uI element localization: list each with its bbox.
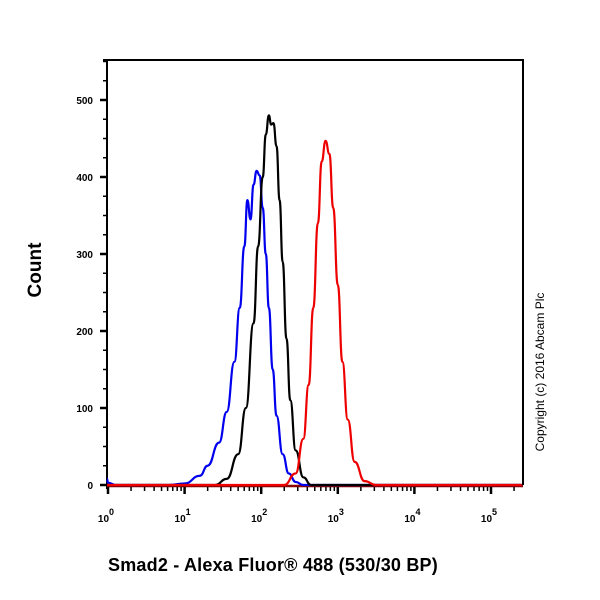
x-tick-label: 104 (404, 507, 420, 525)
x-tick-label: 103 (328, 507, 344, 525)
x-tick-label: 105 (481, 507, 497, 525)
y-tick-label: 0 (87, 481, 93, 492)
x-axis-label: Smad2 - Alexa Fluor® 488 (530/30 BP) (108, 555, 438, 575)
y-tick-label: 300 (76, 250, 93, 261)
y-tick-label: 200 (76, 327, 93, 338)
curve-black (107, 114, 522, 487)
x-axis: 100 101 102 103 104 105 (98, 484, 523, 525)
y-axis-label: Count (25, 242, 46, 298)
curve-red (107, 139, 522, 487)
y-tick-label: 400 (76, 173, 93, 184)
copyright-notice: Copyright (c) 2016 Abcam Plc (533, 292, 547, 452)
plot-frame (103, 59, 524, 489)
x-tick-label: 102 (251, 507, 267, 525)
y-tick-label: 100 (76, 404, 93, 415)
y-tick-label: 500 (76, 96, 93, 107)
curve-blue (105, 169, 522, 487)
series-curves (105, 114, 522, 487)
x-tick-label: 101 (175, 507, 191, 525)
y-axis: 0 100 200 300 400 500 (76, 60, 107, 492)
x-tick-label: 100 (98, 507, 114, 525)
